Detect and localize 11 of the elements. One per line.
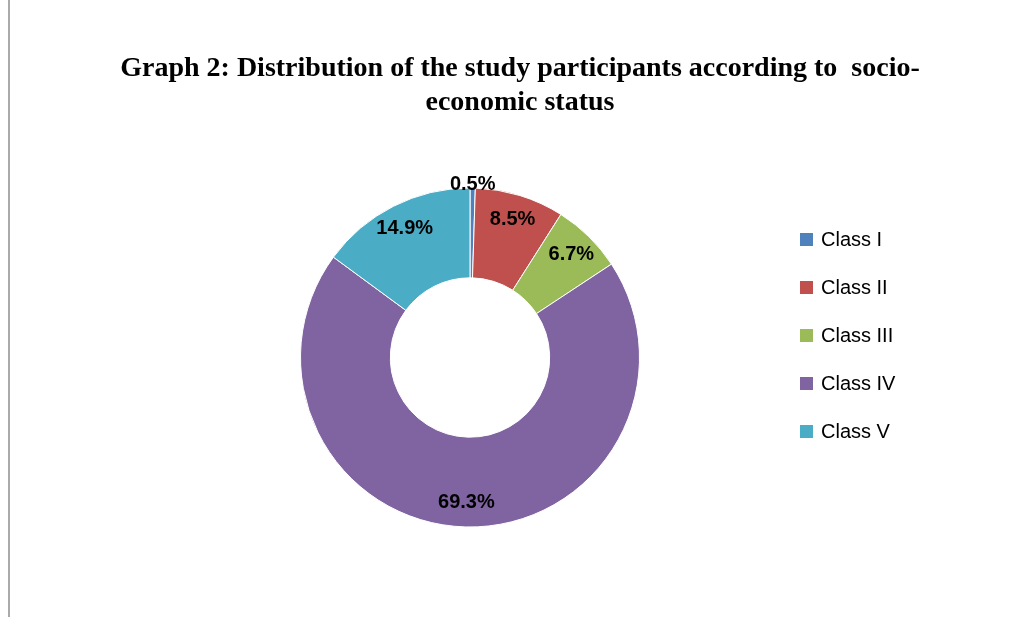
legend-label: Class IV <box>821 371 896 395</box>
data-label: 6.7% <box>548 241 595 264</box>
chart-title: Graph 2: Distribution of the study participants according to socio-economic status <box>119 50 921 118</box>
data-label: 14.9% <box>376 216 434 239</box>
data-label: 8.5% <box>489 206 536 229</box>
legend-label: Class I <box>821 227 883 251</box>
data-label: 0.5% <box>449 171 496 194</box>
legend-label: Class V <box>821 419 890 443</box>
legend-label: Class II <box>821 275 888 299</box>
legend-label: Class III <box>821 323 894 347</box>
data-label: 69.3% <box>438 489 495 512</box>
